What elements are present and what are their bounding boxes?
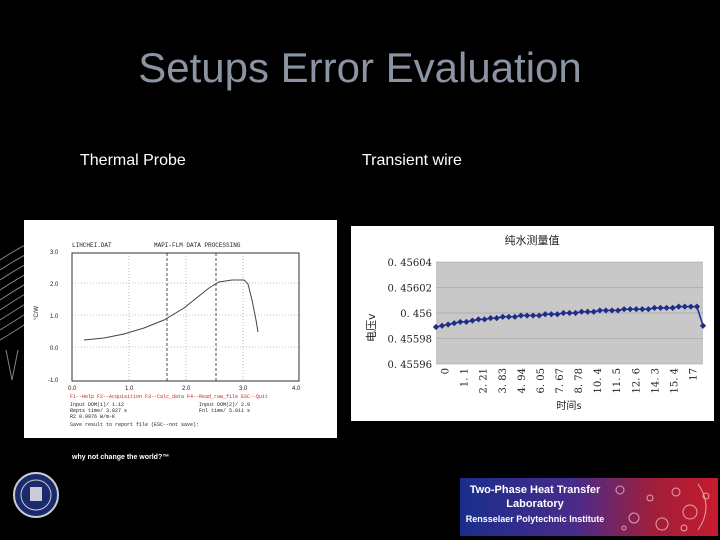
chart-x-tick: 14. 3 [650,368,661,393]
lab-logo-line2: Laboratory [506,498,564,510]
decorative-swoosh [0,230,67,518]
transient-wire-chart: 纯水测量值 电压v 时间s 0. 45604 0. 45602 0. 456 0. 4… [351,226,714,421]
probe-x-tick: 4.0 [292,386,301,392]
chart-x-tick: 10. 4 [593,368,604,393]
probe-y-tick: 0.0 [50,346,59,352]
probe-menu-bar: F1--Help F2--Acquisition F3--Calc_data F… [70,394,268,400]
chart-data-point [651,304,658,312]
probe-stat: Input DOM(2)/ 2.0 [199,402,250,408]
probe-file-label: LIHCHEI.DAT [72,242,112,249]
chart-x-tick: 0 [441,368,452,374]
chart-data-point [669,304,676,312]
probe-y-tick: -1.0 [48,378,59,384]
probe-x-tick: 1.0 [125,386,134,392]
transient-wire-chart-svg: 纯水测量值 电压v 时间s 0. 45604 0. 45602 0. 456 0. 4… [365,234,707,412]
chart-y-tick: 0. 45598 [387,335,432,346]
chart-data-point [657,304,664,312]
chart-x-tick: 2. 21 [479,368,490,393]
probe-stat: Input DOM(1)/ 1.12 [70,402,124,408]
chart-x-tick: 8. 78 [574,368,585,393]
transient-wire-caption: Transient wire [362,152,462,169]
chart-x-tick: 1. 1 [460,368,471,387]
chart-title: 纯水测量值 [505,234,560,247]
probe-y-tick: 2.0 [50,282,59,288]
chart-data-point [663,304,670,312]
chart-x-tick: 12. 6 [631,368,642,393]
thermal-probe-screenshot: LIHCHEI.DAT MAPI-FLM DATA PROCESSING 3.0… [24,220,337,438]
chart-y-tick: 0. 456 [400,309,432,320]
bubbles-decoration [615,483,710,532]
chart-x-tick: 7. 67 [555,368,566,393]
lab-logo: Two-Phase Heat Transfer Laboratory Renss… [460,478,718,536]
probe-header: MAPI-FLM DATA PROCESSING [154,242,241,249]
slide-title: Setups Error Evaluation [138,44,582,91]
probe-y-tick: 3.0 [50,250,59,256]
chart-data-point [438,322,446,329]
chart-x-tick: 11. 5 [612,368,623,393]
probe-x-tick: 0.0 [68,386,77,392]
thermal-probe-caption: Thermal Probe [80,152,186,169]
chart-x-tick: 15. 4 [669,368,680,393]
lab-logo-line1: Two-Phase Heat Transfer [469,484,601,496]
chart-x-label: 时间s [556,399,581,412]
chart-y-label: 电压v [365,313,378,342]
probe-x-tick: 3.0 [239,386,248,392]
probe-y-tick: 1.0 [50,314,59,320]
probe-curve [83,279,259,341]
tagline: why not change the world?™ [72,454,170,461]
chart-y-tick: 0. 45596 [387,360,432,371]
probe-prompt: Save result to report file (ESC--not sav… [70,422,199,428]
probe-stat: Repts time/ 3.027 s [70,408,127,414]
probe-x-tick: 2.0 [182,386,191,392]
probe-plot: LIHCHEI.DAT MAPI-FLM DATA PROCESSING 3.0… [24,242,337,438]
chart-x-tick: 17 [688,368,699,381]
probe-y-label: °C/W [34,306,40,320]
chart-x-tick: 6. 05 [536,368,547,393]
lab-logo-line3: Rensselaer Polytechnic Institute [465,514,605,524]
probe-stat: Fnl time/ 5.011 s [199,408,250,414]
chart-y-tick: 0. 45602 [387,284,432,295]
chart-x-tick: 3. 83 [498,368,509,393]
chart-y-tick: 0. 45604 [387,258,432,269]
probe-stat: R2 0.9976 W/m-K [70,414,115,420]
chart-x-tick: 4. 94 [517,368,528,393]
